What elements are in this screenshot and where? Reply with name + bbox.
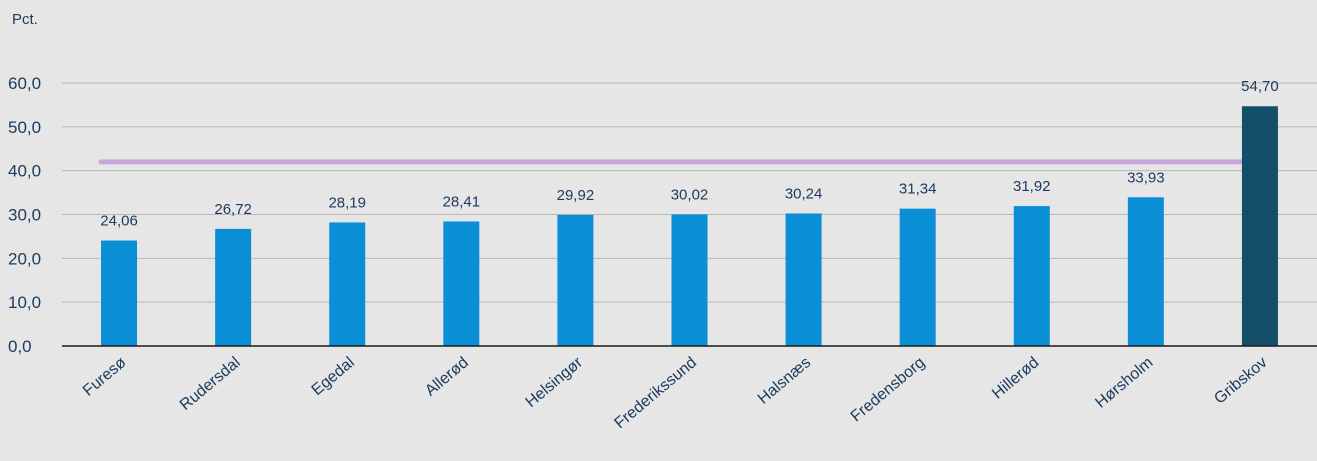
bar [557, 214, 594, 346]
bars-layer [101, 106, 1278, 346]
y-tick-label: 60,0 [8, 74, 41, 93]
bar [671, 214, 708, 346]
data-label: 33,93 [1127, 169, 1165, 186]
x-tick-label: Frederikssund [611, 354, 700, 432]
data-label: 29,92 [557, 187, 595, 204]
x-tick-label: Fredensborg [848, 354, 928, 425]
bar [443, 221, 480, 346]
data-label: 28,19 [328, 194, 366, 211]
bar [1127, 197, 1164, 346]
y-axis-label: Pct. [12, 11, 38, 28]
y-tick-label: 20,0 [8, 249, 41, 268]
x-tick-label: Helsingør [523, 354, 587, 411]
x-tick-label: Allerød [422, 354, 472, 400]
x-tick-label: Halsnæs [755, 354, 814, 408]
x-tick-label: Hørsholm [1092, 354, 1156, 412]
bar [329, 222, 366, 346]
y-ticks-layer: 0,0 10,0 20,0 30,0 40,0 50,0 60,0 [8, 74, 41, 356]
x-tick-label: Gribskov [1211, 354, 1270, 408]
x-tick-label: Rudersdal [177, 354, 244, 414]
y-tick-label: 10,0 [8, 293, 41, 312]
data-label: 30,24 [785, 185, 823, 202]
bar [1013, 206, 1050, 346]
data-label: 30,02 [671, 186, 709, 203]
data-label: 28,41 [443, 193, 481, 210]
bar [1241, 106, 1278, 346]
data-labels-layer: 24,06 26,72 28,19 28,41 29,92 30,02 30,24 31,34… [100, 78, 1278, 229]
x-tick-label: Egedal [309, 354, 358, 399]
data-label: 24,06 [100, 213, 138, 230]
data-label: 54,70 [1241, 78, 1279, 95]
bar [215, 228, 252, 346]
data-label: 31,92 [1013, 178, 1051, 195]
x-tick-label: Furesø [80, 354, 130, 400]
x-tick-label: Hillerød [989, 354, 1042, 402]
bar [101, 240, 138, 346]
y-tick-label: 0,0 [8, 337, 32, 356]
y-tick-label: 30,0 [8, 206, 41, 225]
x-ticks-layer: Furesø Rudersdal Egedal Allerød Helsingør Fre… [80, 354, 1271, 433]
data-label: 31,34 [899, 181, 937, 198]
y-tick-label: 40,0 [8, 162, 41, 181]
bar [785, 213, 822, 346]
bar [899, 208, 936, 346]
data-label: 26,72 [214, 201, 252, 218]
y-tick-label: 50,0 [8, 118, 41, 137]
